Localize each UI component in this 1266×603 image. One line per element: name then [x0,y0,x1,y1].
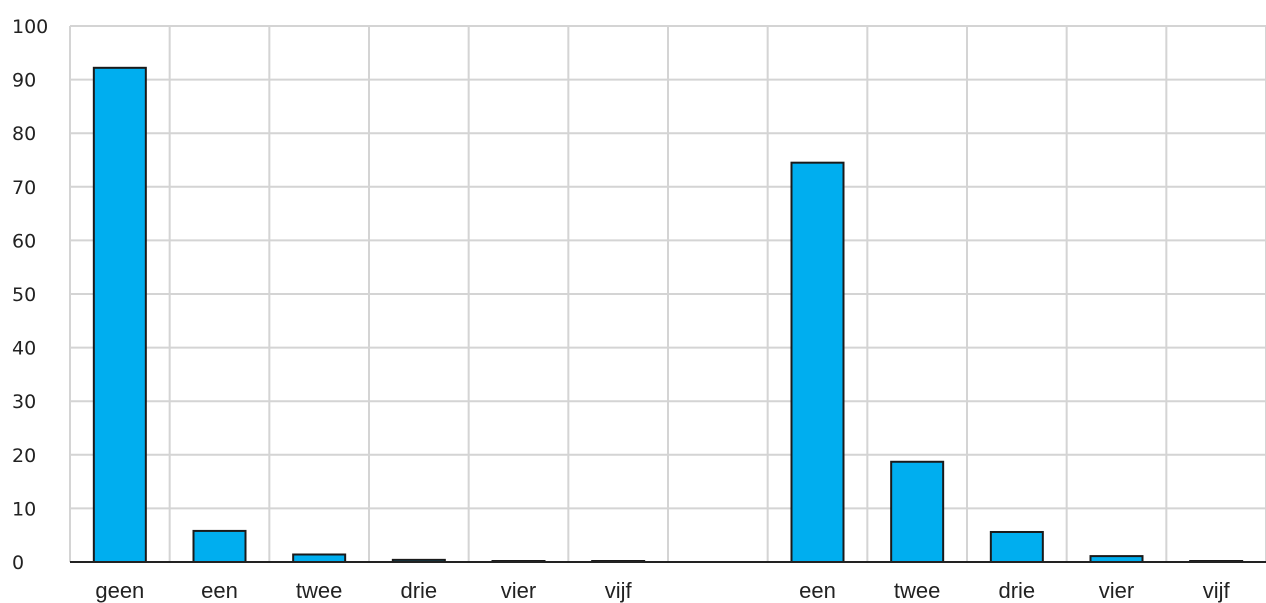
x-tick-labels: geen een twee drie vier vijf een twee drie vier vi… [95,578,1230,603]
y-tick-label: 70 [12,177,36,199]
y-tick-label: 10 [12,498,36,520]
bars-layer [92,66,1244,564]
x-tick-label: een [799,578,836,603]
y-tick-label: 100 [12,16,48,38]
bar [292,553,347,563]
bar [790,161,845,563]
x-tick-label: drie [998,578,1035,603]
y-tick-label: 60 [12,230,36,252]
y-tick-label: 20 [12,445,36,467]
x-tick-label: een [201,578,238,603]
bar [989,530,1044,564]
x-tick-label: drie [400,578,437,603]
y-tick-label: 0 [12,552,24,574]
x-tick-label: twee [296,578,342,603]
bar [192,529,247,563]
x-tick-label: vier [1099,578,1134,603]
y-tick-labels: 0 10 20 30 40 50 60 70 80 90 100 [12,16,48,574]
y-tick-label: 50 [12,284,36,306]
y-tick-label: 40 [12,338,36,360]
bar [890,460,945,564]
bar [92,66,147,563]
x-tick-label: vijf [605,578,633,603]
x-tick-label: geen [95,578,144,603]
y-tick-label: 30 [12,391,36,413]
y-tick-label: 80 [12,123,36,145]
y-tick-label: 90 [12,70,36,92]
x-tick-label: twee [894,578,940,603]
grid-layer [69,25,1266,562]
x-tick-label: vier [501,578,536,603]
x-tick-label: vijf [1203,578,1231,603]
